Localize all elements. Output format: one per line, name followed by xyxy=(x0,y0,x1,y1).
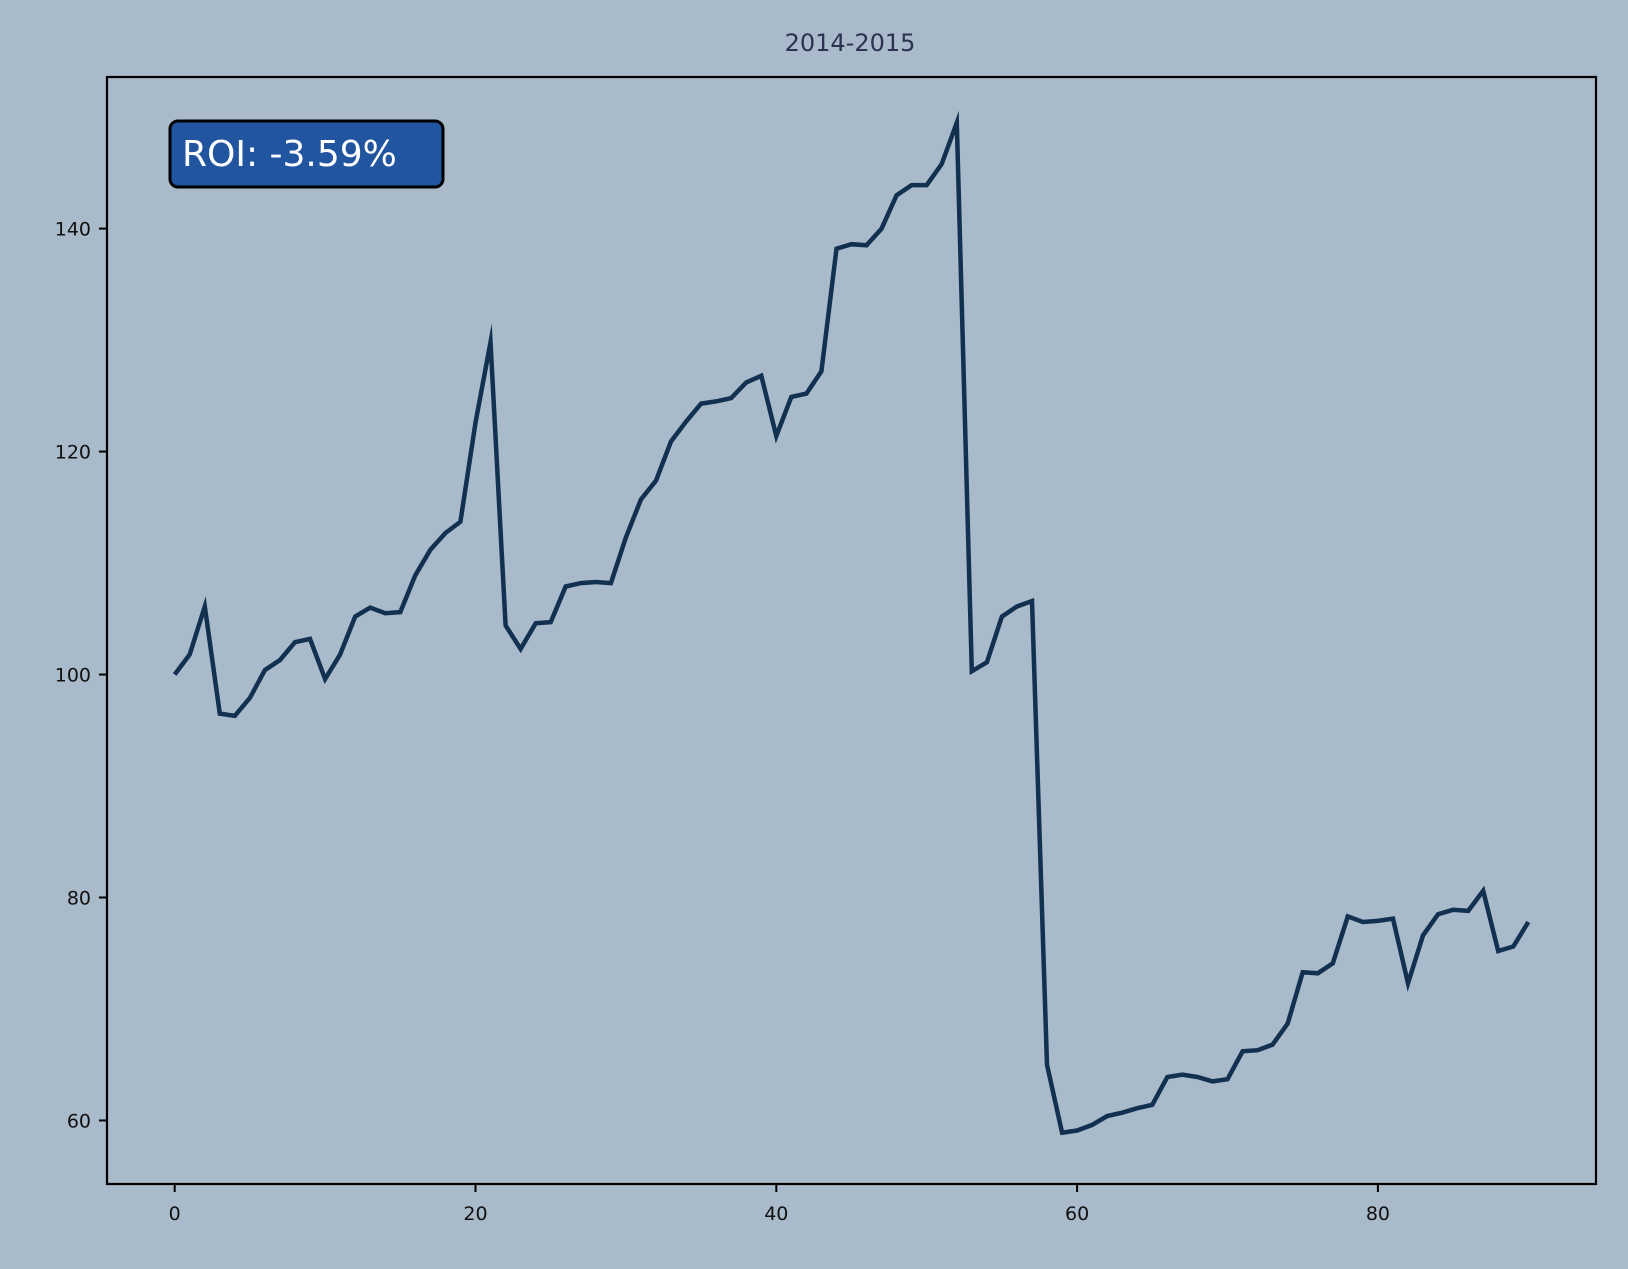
series-layer xyxy=(172,110,1531,1136)
x-tick-label: 20 xyxy=(463,1203,487,1225)
x-tick-label: 60 xyxy=(1065,1203,1089,1225)
y-tick-label: 60 xyxy=(67,1110,91,1132)
roi-box xyxy=(168,119,445,189)
plot-frame xyxy=(105,75,1598,1186)
roi-annotation: ROI: -3.59% xyxy=(168,119,445,189)
price-line xyxy=(172,110,1531,1136)
y-axis: 60 80 100 120 140 xyxy=(55,219,107,1132)
y-tick-label: 140 xyxy=(55,219,91,241)
x-tick-label: 0 xyxy=(169,1203,181,1225)
x-tick-label: 80 xyxy=(1366,1203,1390,1225)
y-tick-label: 120 xyxy=(55,442,91,464)
y-tick-label: 80 xyxy=(67,887,91,909)
chart-title: 2014-2015 xyxy=(785,29,916,57)
y-tick-label: 100 xyxy=(55,665,91,687)
x-axis: 0 20 40 60 80 xyxy=(169,1184,1390,1225)
x-tick-label: 40 xyxy=(764,1203,788,1225)
roi-label: ROI: -3.59% xyxy=(182,134,397,175)
